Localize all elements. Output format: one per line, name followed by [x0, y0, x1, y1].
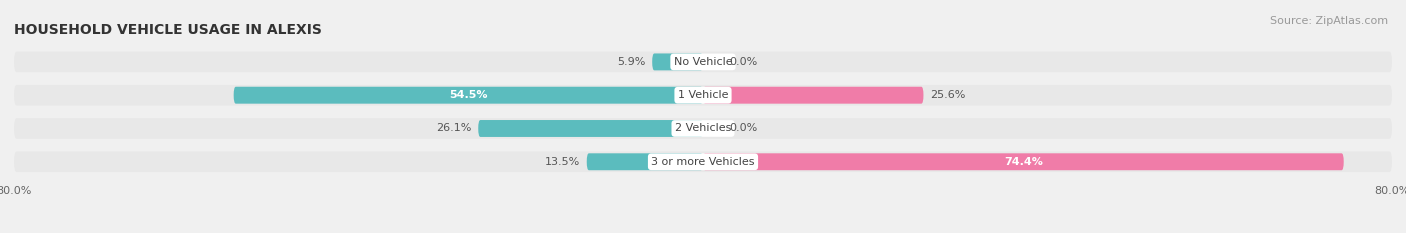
FancyBboxPatch shape [233, 87, 703, 104]
FancyBboxPatch shape [14, 151, 1392, 172]
Text: 26.1%: 26.1% [436, 123, 471, 134]
FancyBboxPatch shape [703, 153, 1344, 170]
FancyBboxPatch shape [14, 51, 1392, 72]
FancyBboxPatch shape [586, 153, 703, 170]
FancyBboxPatch shape [478, 120, 703, 137]
FancyBboxPatch shape [14, 118, 1392, 139]
Text: 13.5%: 13.5% [544, 157, 579, 167]
Text: No Vehicle: No Vehicle [673, 57, 733, 67]
Text: 1 Vehicle: 1 Vehicle [678, 90, 728, 100]
Text: 3 or more Vehicles: 3 or more Vehicles [651, 157, 755, 167]
FancyBboxPatch shape [652, 53, 703, 70]
FancyBboxPatch shape [14, 85, 1392, 106]
Text: 0.0%: 0.0% [728, 57, 756, 67]
Text: 25.6%: 25.6% [931, 90, 966, 100]
Text: 5.9%: 5.9% [617, 57, 645, 67]
Text: 74.4%: 74.4% [1004, 157, 1043, 167]
FancyBboxPatch shape [703, 87, 924, 104]
Text: 2 Vehicles: 2 Vehicles [675, 123, 731, 134]
Text: Source: ZipAtlas.com: Source: ZipAtlas.com [1270, 16, 1388, 26]
Text: 54.5%: 54.5% [449, 90, 488, 100]
Text: 0.0%: 0.0% [728, 123, 756, 134]
Text: HOUSEHOLD VEHICLE USAGE IN ALEXIS: HOUSEHOLD VEHICLE USAGE IN ALEXIS [14, 23, 322, 37]
